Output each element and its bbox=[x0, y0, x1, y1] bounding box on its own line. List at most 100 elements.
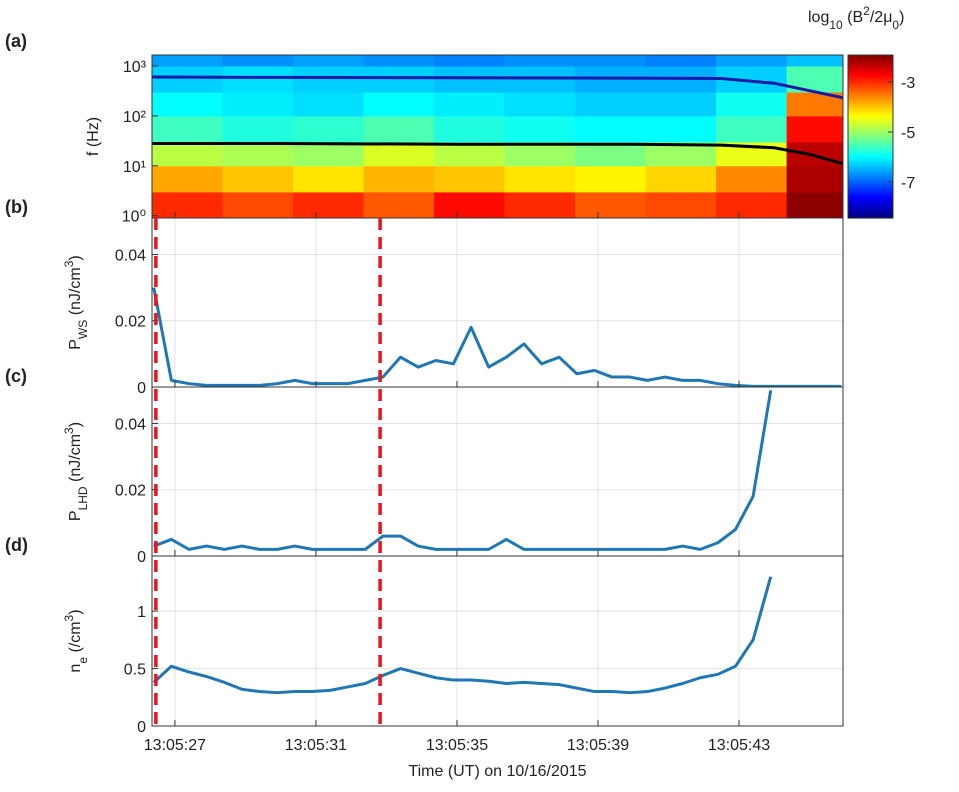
colorbar-swatch bbox=[848, 156, 893, 160]
heat-cell bbox=[504, 92, 576, 117]
label-part: WS bbox=[76, 320, 90, 339]
colorbar-swatch bbox=[848, 114, 893, 117]
colorbar-swatch bbox=[848, 197, 893, 201]
colorbar-swatch bbox=[848, 148, 893, 152]
colorbar-swatch bbox=[848, 107, 893, 111]
panel bbox=[152, 387, 843, 556]
colorbar-swatch bbox=[848, 134, 893, 138]
colorbar-swatch bbox=[848, 199, 893, 203]
colorbar-swatch bbox=[848, 138, 893, 142]
heat-cell bbox=[434, 141, 506, 167]
colorbar-swatch bbox=[848, 91, 893, 95]
heat-cell bbox=[152, 191, 224, 218]
colorbar-swatch bbox=[848, 71, 893, 74]
panel bbox=[152, 55, 843, 218]
panel-label: (a) bbox=[5, 31, 27, 51]
colorbar-swatch bbox=[848, 203, 893, 207]
colorbar-swatch bbox=[848, 150, 893, 154]
y-axis-label: ne (/cm3) bbox=[62, 609, 90, 672]
colorbar-swatch bbox=[848, 95, 893, 99]
colorbar-swatch bbox=[848, 205, 893, 209]
heat-cell bbox=[363, 191, 435, 218]
colorbar-tick-label: -3 bbox=[901, 75, 915, 92]
heat-cell bbox=[363, 115, 435, 143]
label-part: (nJ/cm bbox=[67, 267, 84, 319]
heat-cell bbox=[645, 191, 717, 218]
heat-cell bbox=[716, 92, 788, 117]
y-tick-label: 0 bbox=[137, 549, 146, 566]
y-tick-label: 0 bbox=[137, 380, 146, 397]
colorbar-swatch bbox=[848, 213, 893, 217]
colorbar-swatch bbox=[848, 59, 893, 62]
heat-cell bbox=[504, 55, 576, 67]
label-part: P bbox=[67, 339, 84, 350]
heat-cell bbox=[575, 141, 647, 167]
label-part: 10 bbox=[829, 18, 843, 32]
label-part: ) bbox=[67, 609, 84, 614]
heat-cell bbox=[434, 92, 506, 117]
colorbar-swatch bbox=[848, 69, 893, 72]
colorbar-swatch bbox=[848, 146, 893, 150]
colorbar-swatch bbox=[848, 61, 893, 64]
panel-label: (d) bbox=[5, 535, 28, 555]
label-part: 2 bbox=[863, 4, 870, 18]
colorbar-swatch bbox=[848, 120, 893, 123]
colorbar-swatch bbox=[848, 63, 893, 66]
colorbar-swatch bbox=[848, 124, 893, 127]
heat-cell bbox=[363, 165, 435, 193]
heat-cell bbox=[645, 92, 717, 117]
y-tick-label: 0 bbox=[137, 719, 146, 736]
label-part: 3 bbox=[62, 260, 76, 267]
heat-cell bbox=[716, 165, 788, 193]
colorbar-swatch bbox=[848, 57, 893, 60]
colorbar-swatch bbox=[848, 160, 893, 164]
heat-cell bbox=[786, 191, 843, 218]
heat-cell bbox=[575, 191, 647, 218]
colorbar-swatch bbox=[848, 187, 893, 191]
colorbar-swatch bbox=[848, 181, 893, 184]
heat-cell bbox=[363, 55, 435, 67]
colorbar-swatch bbox=[848, 209, 893, 213]
label-part: (/cm bbox=[67, 621, 84, 657]
label-part: /2μ bbox=[870, 9, 893, 26]
panel-label: (b) bbox=[5, 197, 28, 217]
label-part: (nJ/cm bbox=[67, 434, 84, 486]
colorbar-swatch bbox=[848, 83, 893, 87]
label-part: P bbox=[67, 510, 84, 521]
y-tick-label: 10² bbox=[123, 109, 147, 126]
y-axis-label: PWS (nJ/cm3) bbox=[62, 255, 90, 349]
heat-cell bbox=[575, 115, 647, 143]
colorbar-swatch bbox=[848, 105, 893, 109]
colorbar-swatch bbox=[848, 65, 893, 68]
colorbar-swatch bbox=[848, 128, 893, 131]
colorbar-swatch bbox=[848, 195, 893, 199]
label-part: (B bbox=[843, 9, 863, 26]
heat-cell bbox=[645, 165, 717, 193]
heat-cell bbox=[293, 165, 365, 193]
heat-cell bbox=[363, 65, 435, 93]
heat-cell bbox=[645, 115, 717, 143]
y-axis-label: f (Hz) bbox=[85, 117, 102, 156]
colorbar-swatch bbox=[848, 103, 893, 107]
y-tick-label: 0.04 bbox=[115, 416, 146, 433]
colorbar-swatch bbox=[848, 142, 893, 146]
colorbar-swatch bbox=[848, 169, 893, 172]
colorbar-swatch bbox=[848, 55, 893, 58]
heat-cell bbox=[716, 55, 788, 67]
heat-cell bbox=[434, 115, 506, 143]
colorbar-swatch bbox=[848, 136, 893, 140]
colorbar-swatch bbox=[848, 191, 893, 195]
y-tick-label: 0.02 bbox=[115, 314, 146, 331]
colorbar-swatch bbox=[848, 75, 893, 79]
label-part: f (Hz) bbox=[85, 117, 102, 156]
y-tick-label: 10⁰ bbox=[122, 209, 146, 226]
heat-cell bbox=[504, 165, 576, 193]
x-tick-label: 13:05:39 bbox=[567, 737, 629, 754]
label-part: n bbox=[67, 664, 84, 673]
colorbar-swatch bbox=[848, 167, 893, 170]
colorbar-swatch bbox=[848, 144, 893, 148]
colorbar-title: log10 (B2/2μ0) bbox=[808, 4, 904, 32]
heat-cell bbox=[222, 65, 294, 93]
panel bbox=[152, 218, 843, 387]
data-line bbox=[152, 576, 773, 695]
